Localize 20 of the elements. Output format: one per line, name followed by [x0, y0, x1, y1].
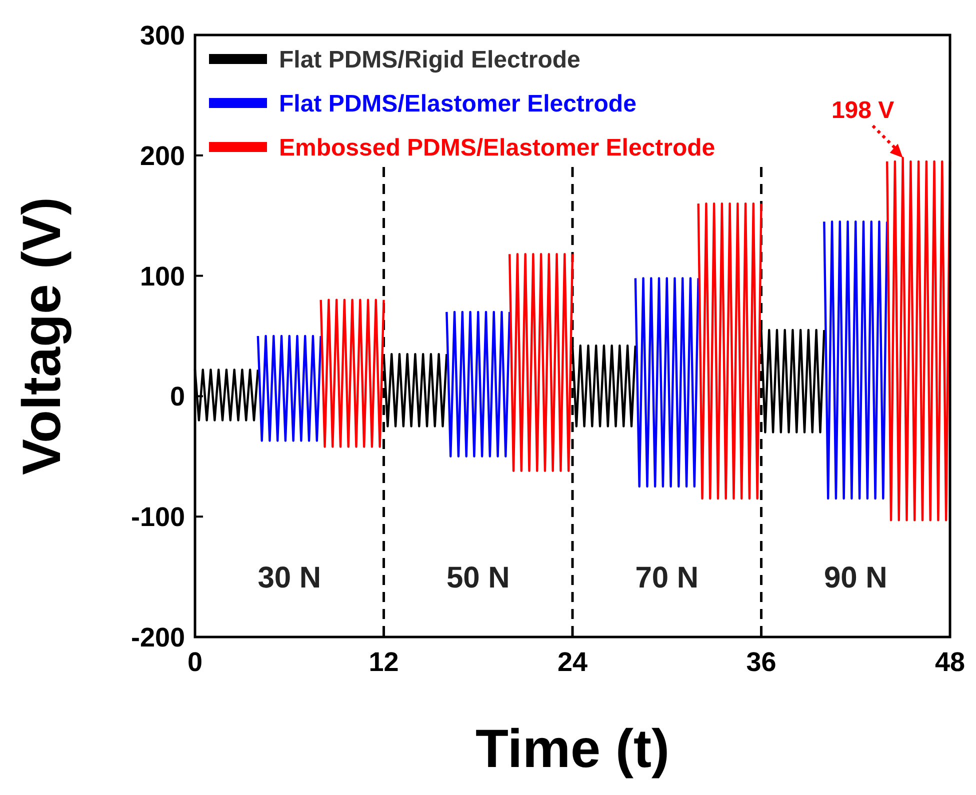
y-tick-label: 300 [140, 20, 185, 50]
legend-label: Flat PDMS/Rigid Electrode [279, 46, 580, 74]
x-tick-label: 12 [368, 647, 399, 677]
x-tick-label: 24 [557, 647, 588, 677]
annotation: 198 V [831, 96, 894, 124]
y-tick-label: 0 [170, 382, 185, 412]
y-axis-title: Voltage (V) [12, 196, 72, 476]
x-tick-label: 48 [934, 647, 966, 677]
annotation: 50 N [446, 562, 510, 594]
annotation: 70 N [635, 562, 699, 594]
y-tick-label: 100 [140, 261, 185, 292]
x-axis-title: Time (t) [475, 719, 670, 779]
annotation: 90 N [824, 562, 888, 594]
y-tick-label: 200 [140, 140, 185, 171]
y-tick-label: -200 [130, 622, 185, 652]
y-tick-label: -100 [130, 502, 185, 532]
x-tick-label: 36 [746, 647, 776, 677]
legend-label: Flat PDMS/Elastomer Electrode [279, 90, 636, 118]
annotation: 30 N [258, 562, 322, 594]
legend-label: Embossed PDMS/Elastomer Electrode [279, 134, 716, 162]
